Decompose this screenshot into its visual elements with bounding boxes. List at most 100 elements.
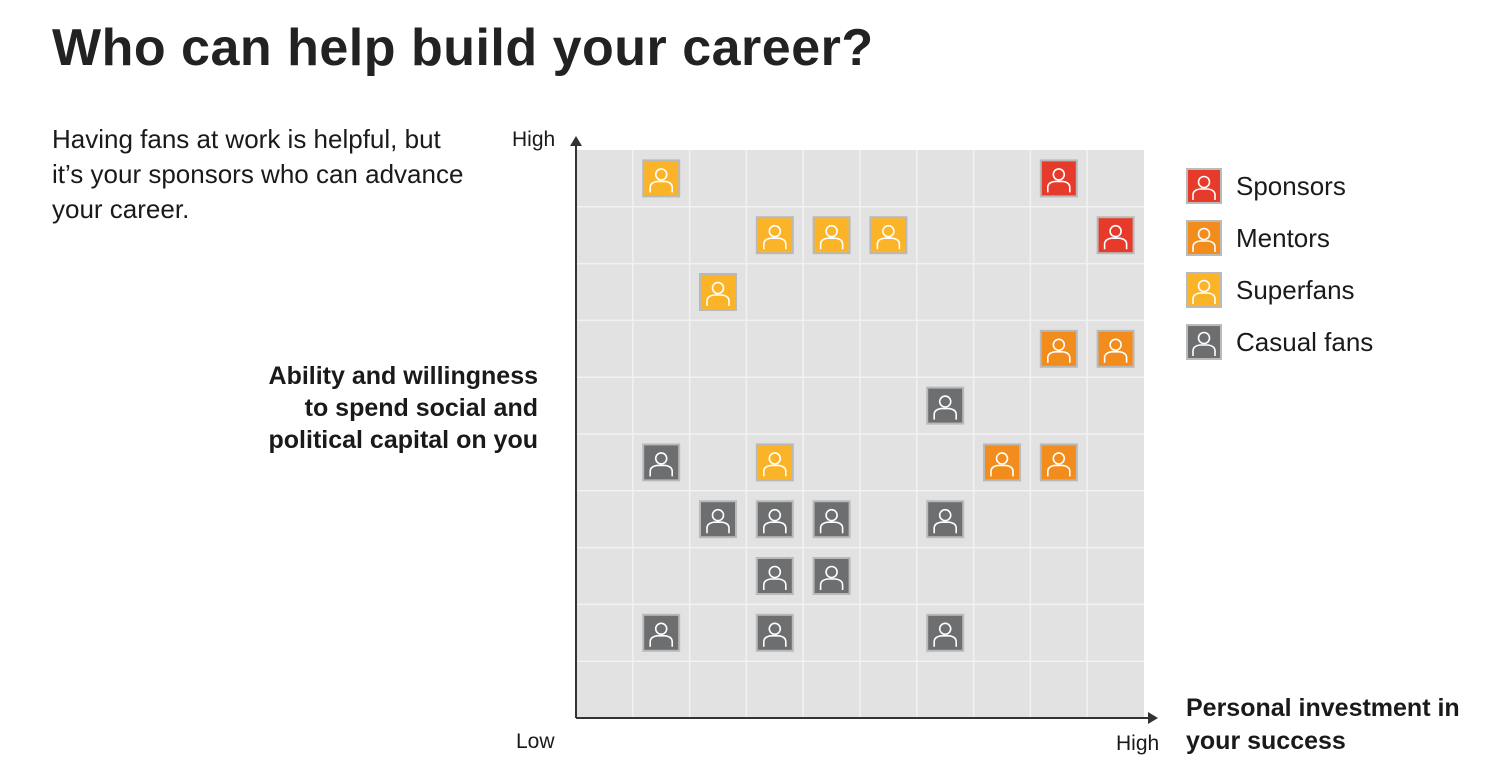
y-axis-arrow [570, 136, 582, 146]
marker-square [926, 613, 965, 652]
person-icon-body [933, 407, 957, 420]
marker-square [1096, 329, 1135, 368]
person-icon-head [1052, 168, 1066, 181]
person-icon-body [649, 180, 673, 193]
person-marker-mentors [1039, 329, 1078, 368]
marker-square [812, 216, 851, 255]
person-marker-casual [642, 443, 681, 482]
marker-square [812, 557, 851, 595]
person-icon-head [768, 508, 782, 522]
marker-square [983, 443, 1021, 482]
person-icon-body [763, 578, 787, 590]
x-tick-low: Low [516, 730, 555, 753]
person-icon-body [819, 578, 844, 590]
person-icon-head [1052, 452, 1066, 465]
person-icon-body [649, 464, 673, 477]
person-icon-body [1192, 188, 1216, 200]
marker-square [642, 613, 681, 652]
person-icon-head [938, 395, 952, 408]
person-marker-sponsors [1096, 216, 1135, 255]
marker-square [699, 500, 737, 539]
person-icon-body [933, 521, 957, 534]
person-marker-mentors [1096, 329, 1135, 368]
legend-swatch-casual [1186, 324, 1222, 360]
person-icon-body [1047, 180, 1071, 193]
legend-label-superfans: Superfans [1236, 274, 1355, 305]
person-icon-head [768, 452, 782, 465]
y-tick-high: High [512, 128, 556, 151]
marker-square [926, 386, 965, 425]
person-icon [1192, 279, 1216, 304]
person-icon-head [654, 622, 668, 636]
person-icon-body [1047, 351, 1071, 363]
person-icon-head [938, 508, 952, 522]
person-icon-head [711, 281, 725, 295]
x-axis-arrow [1148, 712, 1158, 724]
person-icon-body [1192, 292, 1216, 304]
person-marker-superfans [642, 159, 681, 198]
person-marker-superfans [812, 216, 851, 255]
person-icon-body [763, 237, 787, 250]
person-marker-superfans [869, 216, 908, 255]
person-icon-head [882, 224, 895, 238]
person-icon-body [1047, 464, 1071, 477]
person-icon-head [825, 508, 838, 522]
person-icon-head [1109, 338, 1122, 352]
person-icon-body [763, 464, 787, 477]
person-icon-body [1103, 351, 1128, 363]
person-icon-body [1192, 344, 1216, 356]
marker-square [1039, 159, 1078, 198]
legend: Sponsors Mentors Superfans Casual fans [1186, 160, 1373, 368]
person-marker-casual [812, 500, 851, 539]
person-icon-head [825, 224, 838, 238]
person-marker-superfans [755, 443, 794, 482]
person-marker-casual [755, 500, 794, 539]
person-icon-head [1052, 338, 1066, 352]
marker-square [869, 216, 908, 255]
person-icon-head [1197, 227, 1211, 241]
marker-square [926, 500, 965, 539]
person-icon-head [654, 452, 668, 465]
person-marker-mentors [983, 443, 1021, 482]
marker-square [1096, 216, 1135, 255]
marker-square [642, 159, 681, 198]
person-icon-body [819, 237, 844, 250]
person-icon-head [1197, 331, 1211, 345]
person-icon-body [933, 635, 957, 647]
person-icon [1192, 227, 1216, 252]
person-icon-head [768, 622, 782, 636]
person-marker-casual [812, 557, 851, 595]
person-marker-superfans [699, 273, 737, 311]
person-icon-head [768, 565, 782, 579]
person-icon-head [995, 452, 1009, 465]
person-icon-body [649, 635, 673, 647]
person-icon-head [1197, 175, 1211, 189]
intro-text: Having fans at work is helpful, but it’s… [52, 124, 464, 224]
person-icon-head [654, 168, 668, 181]
legend-swatch-mentors [1186, 220, 1222, 256]
legend-item-casual: Casual fans [1186, 316, 1373, 368]
marker-square [642, 443, 681, 482]
marker-square [755, 216, 794, 255]
legend-swatch-superfans [1186, 272, 1222, 308]
person-marker-casual [699, 500, 737, 539]
person-marker-casual [926, 500, 965, 539]
marker-square [755, 443, 794, 482]
x-tick-high: High [1116, 732, 1160, 755]
person-icon-body [706, 521, 730, 534]
marker-square [755, 500, 794, 539]
legend-item-sponsors: Sponsors [1186, 160, 1373, 212]
legend-label-sponsors: Sponsors [1236, 170, 1346, 201]
legend-item-mentors: Mentors [1186, 212, 1373, 264]
person-marker-casual [755, 557, 794, 595]
person-marker-mentors [1039, 443, 1078, 482]
person-icon-body [763, 521, 787, 534]
marker-square [1039, 329, 1078, 368]
person-icon-body [990, 464, 1014, 477]
person-marker-superfans [755, 216, 794, 255]
legend-label-casual: Casual fans [1236, 326, 1374, 357]
person-icon-head [825, 565, 838, 579]
marker-square [1039, 443, 1078, 482]
y-axis-label: Ability and willingness to spend social … [268, 362, 538, 454]
